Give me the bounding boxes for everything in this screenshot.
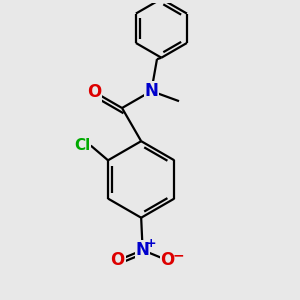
Text: O: O: [160, 251, 175, 269]
Text: +: +: [146, 237, 156, 250]
Text: Cl: Cl: [74, 138, 91, 153]
Text: N: N: [136, 241, 150, 259]
Text: −: −: [172, 248, 184, 262]
Text: O: O: [87, 83, 101, 101]
Text: O: O: [110, 251, 125, 269]
Text: N: N: [144, 82, 158, 100]
